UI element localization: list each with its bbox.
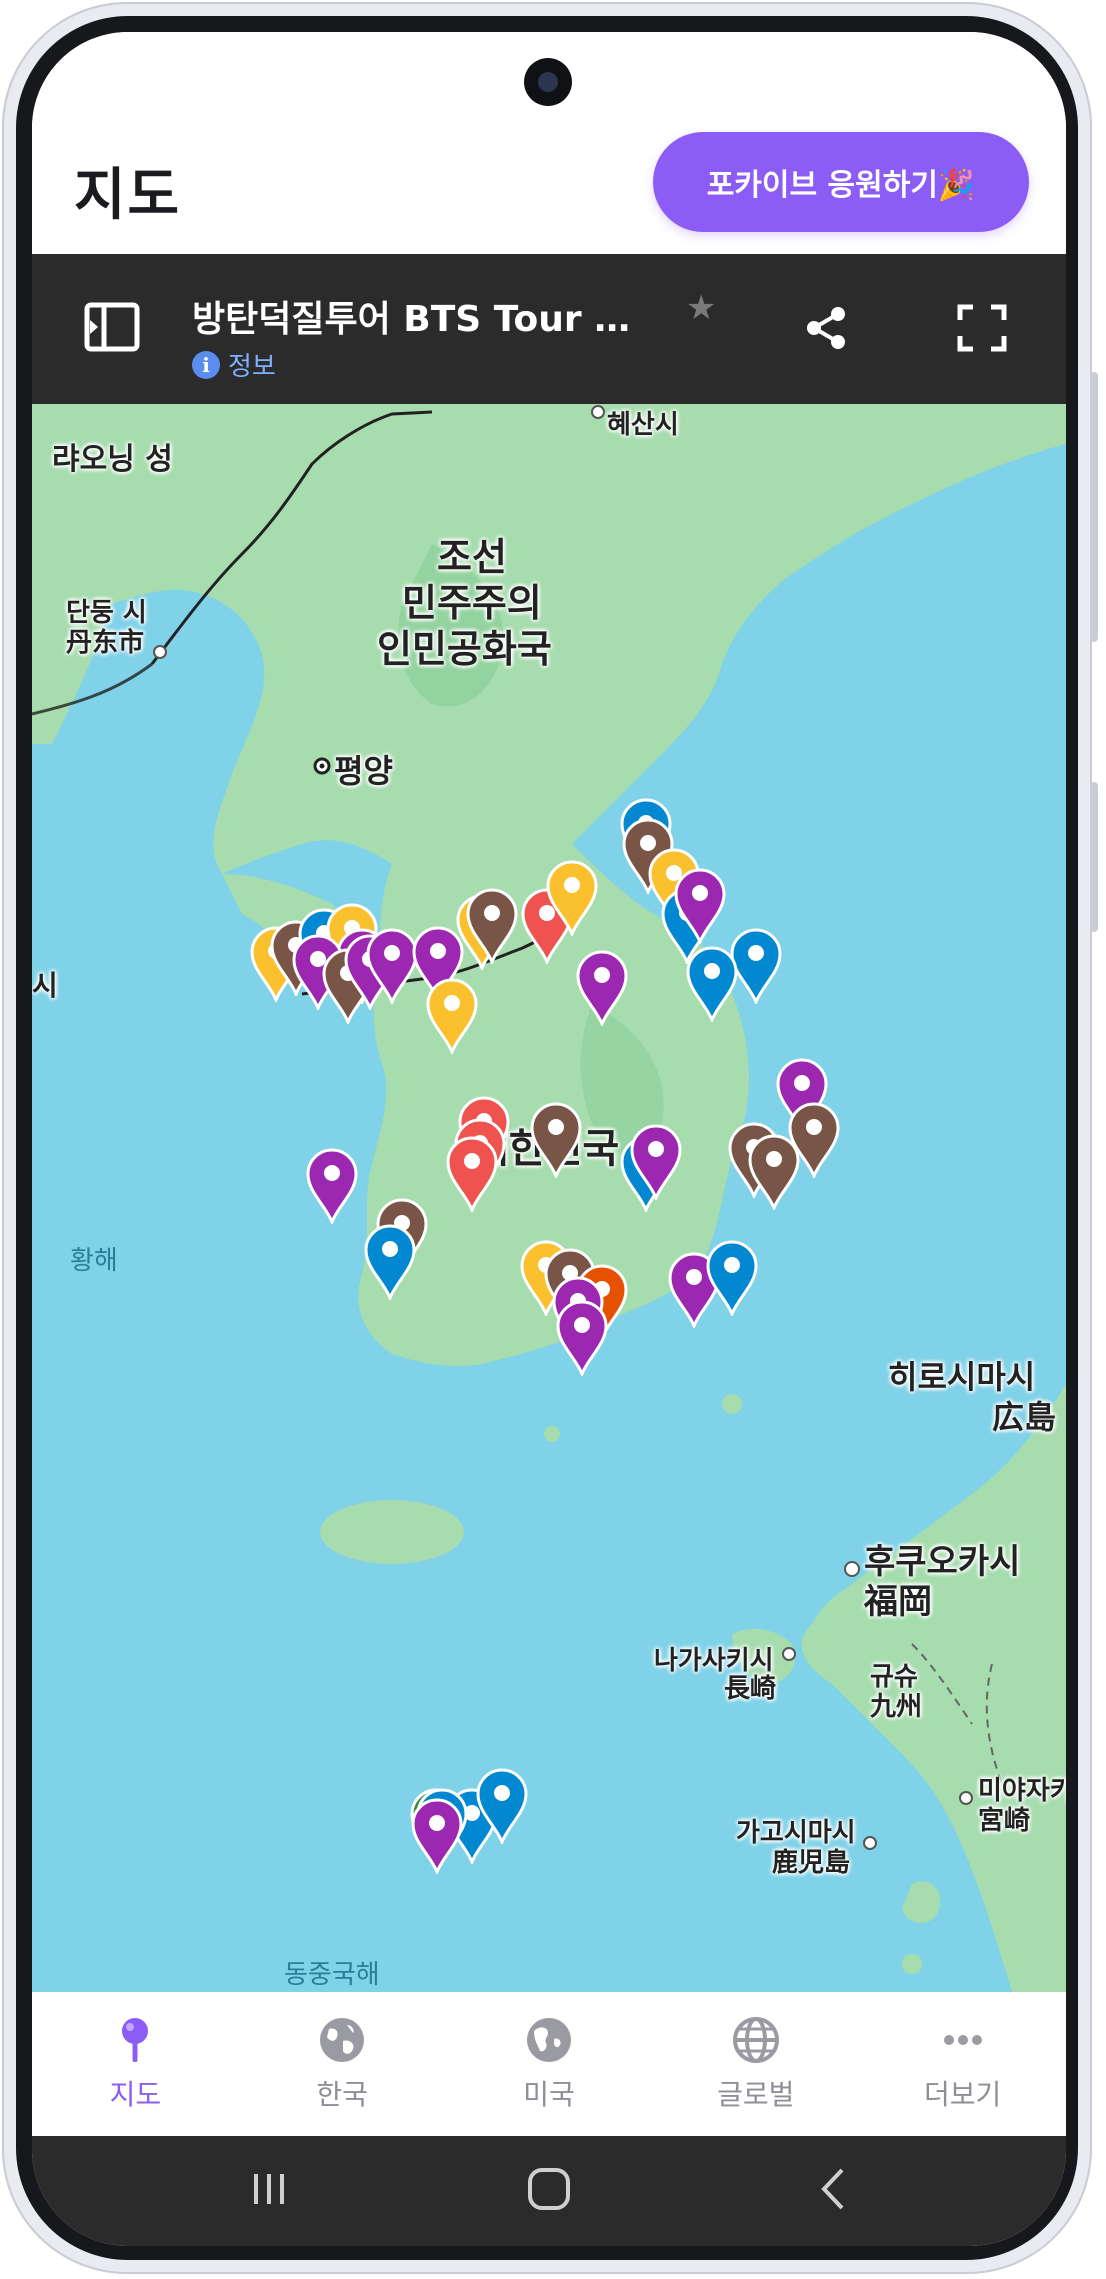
map-label-miyazaki-ko: 미야자키 bbox=[978, 1776, 1066, 1806]
nav-item-korea[interactable]: 한국 bbox=[239, 1992, 446, 2136]
map-label-nagasaki-ja: 長崎 bbox=[724, 1674, 777, 1704]
map-label-hiroshima-ja: 広島 bbox=[992, 1398, 1057, 1436]
map-view[interactable]: 랴오닝 성 혜산시 조선 민주주의 인민공화국 단둥 시 丹东市 평양 시 대한… bbox=[32, 404, 1066, 1992]
map-label-pyongyang: 평양 bbox=[334, 752, 393, 790]
map-marker-brown-30[interactable] bbox=[786, 1100, 842, 1178]
map-marker-blue-26[interactable] bbox=[684, 944, 740, 1022]
map-marker-blue-40[interactable] bbox=[362, 1222, 418, 1300]
map-marker-purple-34[interactable] bbox=[628, 1122, 684, 1200]
front-camera bbox=[524, 58, 572, 106]
map-marker-purple-4[interactable] bbox=[409, 1796, 465, 1874]
sidebar-toggle-icon[interactable] bbox=[84, 302, 140, 352]
map-marker-purple-35[interactable] bbox=[304, 1146, 360, 1224]
map-label-hiroshima-ko: 히로시마시 bbox=[888, 1358, 1036, 1396]
map-label-kyushu-ko: 규슈 bbox=[870, 1662, 918, 1692]
map-marker-purple-45[interactable] bbox=[554, 1298, 610, 1376]
nav-label-korea: 한국 bbox=[316, 2078, 368, 2111]
map-marker-brown-29[interactable] bbox=[528, 1100, 584, 1178]
map-marker-brown-16[interactable] bbox=[464, 886, 520, 964]
map-label-east-china-sea: 동중국해 bbox=[284, 1960, 380, 1990]
map-title: 방탄덕질투어 BTS Tour @... bbox=[192, 299, 652, 340]
nav-label-more: 더보기 bbox=[923, 2078, 1002, 2111]
map-label-kagoshima-ko: 가고시마시 bbox=[736, 1818, 856, 1848]
share-icon[interactable] bbox=[802, 304, 850, 352]
map-terrain bbox=[32, 404, 1066, 1992]
nav-item-more[interactable]: 더보기 bbox=[859, 1992, 1066, 2136]
map-label-dandong-zh: 丹东市 bbox=[66, 628, 145, 658]
map-toolbar: 방탄덕질투어 BTS Tour @... ★ i 정보 bbox=[32, 254, 1066, 404]
map-label-kyushu-ja: 九州 bbox=[870, 1692, 923, 1722]
map-label-dprk-1: 조선 bbox=[437, 535, 507, 579]
map-marker-purple-46[interactable] bbox=[666, 1250, 722, 1328]
map-marker-purple-24[interactable] bbox=[672, 866, 728, 944]
map-label-miyazaki-ja: 宮崎 bbox=[978, 1806, 1031, 1836]
map-marker-yellow-19[interactable] bbox=[544, 858, 600, 936]
back-icon[interactable] bbox=[808, 2164, 858, 2214]
globe-asia-icon bbox=[320, 2018, 365, 2062]
map-marker-yellow-18[interactable] bbox=[424, 976, 480, 1054]
more-dots-icon bbox=[943, 2035, 982, 2045]
volume-button bbox=[1090, 372, 1098, 642]
map-marker-blue-25[interactable] bbox=[728, 926, 784, 1004]
map-label-nagasaki-ko: 나가사키시 bbox=[654, 1646, 774, 1676]
map-label-yellow-sea: 황해 bbox=[70, 1246, 118, 1276]
map-label-hyesan: 혜산시 bbox=[607, 410, 679, 440]
home-icon[interactable] bbox=[524, 2164, 574, 2214]
support-button[interactable]: 포카이브 응원하기🎉 bbox=[653, 132, 1029, 232]
map-marker-blue-47[interactable] bbox=[704, 1238, 760, 1316]
nav-label-usa: 미국 bbox=[523, 2078, 575, 2111]
fullscreen-icon[interactable] bbox=[957, 304, 1007, 352]
map-label-kagoshima-ja: 鹿児島 bbox=[772, 1848, 851, 1878]
info-link[interactable]: i 정보 bbox=[192, 346, 276, 383]
map-marker-purple-13[interactable] bbox=[364, 926, 420, 1004]
page-title: 지도 bbox=[74, 163, 182, 228]
map-label-liaoning: 랴오닝 성 bbox=[52, 442, 173, 477]
nav-label-map: 지도 bbox=[109, 2078, 162, 2111]
bottom-nav: 지도 한국 미국 글로벌 bbox=[32, 1992, 1066, 2136]
map-label-dprk-3: 인민공화국 bbox=[377, 627, 552, 671]
map-marker-brown-32[interactable] bbox=[746, 1132, 802, 1210]
phone-screen: 지도 포카이브 응원하기🎉 방탄덕질투어 BTS Tour @... ★ i 정… bbox=[32, 32, 1066, 2246]
recent-apps-icon[interactable] bbox=[244, 2164, 294, 2214]
map-label-fukuoka-ko: 후쿠오카시 bbox=[864, 1542, 1021, 1582]
system-nav-bar bbox=[32, 2136, 1066, 2246]
map-label-edge-si: 시 bbox=[32, 969, 58, 1002]
nav-item-map[interactable]: 지도 bbox=[32, 1992, 239, 2136]
map-label-dprk-2: 민주주의 bbox=[402, 581, 542, 625]
power-button bbox=[1090, 782, 1098, 932]
globe-grid-icon bbox=[732, 2017, 779, 2063]
map-marker-blue-3[interactable] bbox=[474, 1766, 530, 1844]
nav-label-global: 글로벌 bbox=[717, 2078, 795, 2111]
map-marker-red-38[interactable] bbox=[444, 1134, 500, 1212]
nav-item-usa[interactable]: 미국 bbox=[446, 1992, 653, 2136]
info-icon: i bbox=[192, 350, 220, 379]
map-label-dandong-ko: 단둥 시 bbox=[66, 598, 147, 628]
map-marker-purple-28[interactable] bbox=[774, 1056, 830, 1134]
star-icon[interactable]: ★ bbox=[686, 288, 717, 328]
app-header: 지도 포카이브 응원하기🎉 bbox=[32, 32, 1066, 254]
globe-americas-icon bbox=[526, 2018, 571, 2062]
map-pin-icon bbox=[122, 2018, 149, 2062]
map-label-fukuoka-ja: 福岡 bbox=[864, 1582, 932, 1622]
map-marker-purple-27[interactable] bbox=[574, 948, 630, 1026]
info-label: 정보 bbox=[228, 352, 276, 382]
map-marker-purple-14[interactable] bbox=[410, 924, 466, 1002]
nav-item-global[interactable]: 글로벌 bbox=[652, 1992, 859, 2136]
